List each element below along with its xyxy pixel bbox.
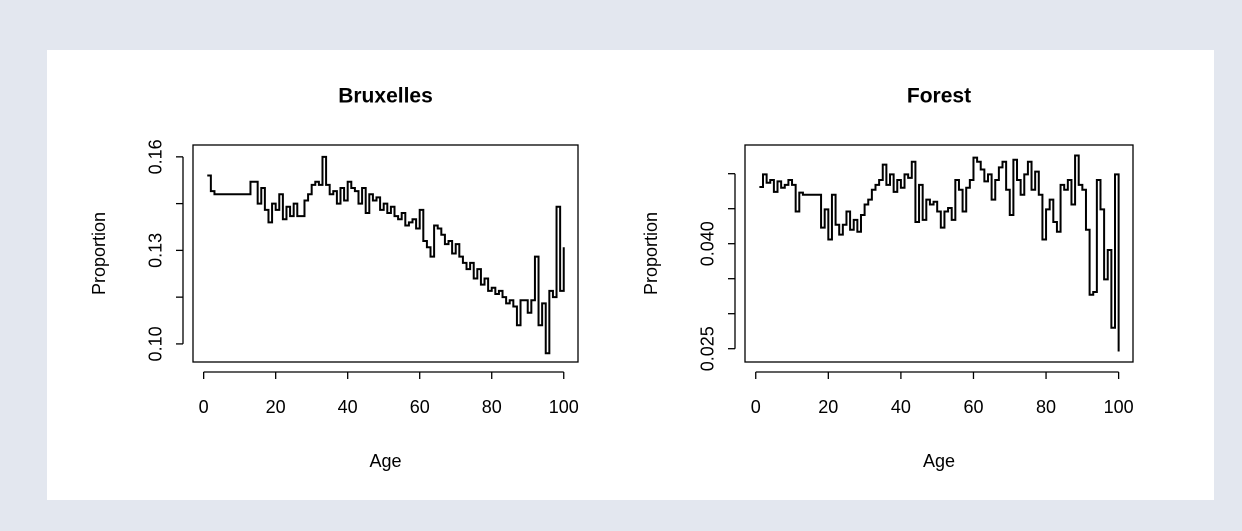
y-tick-label: 0.13 — [146, 233, 166, 268]
chart-title: Forest — [907, 85, 971, 108]
x-tick-label: 20 — [818, 397, 838, 417]
plot-box — [192, 144, 579, 363]
panel — [47, 50, 1214, 500]
y-tick-label: 0.16 — [146, 139, 166, 174]
x-axis-label: Age — [923, 451, 955, 471]
y-tick-label: 0.040 — [698, 221, 718, 266]
y-tick-label: 0.025 — [698, 326, 718, 371]
x-tick-label: 0 — [199, 397, 209, 417]
x-tick-label: 40 — [891, 397, 911, 417]
x-tick-label: 40 — [338, 397, 358, 417]
plot-box — [744, 144, 1134, 363]
x-tick-label: 80 — [1036, 397, 1056, 417]
data-line — [207, 155, 565, 355]
y-axis-label: Proportion — [641, 212, 661, 295]
y-axis-label: Proportion — [89, 212, 109, 295]
x-tick-label: 100 — [1104, 397, 1134, 417]
x-tick-label: 60 — [963, 397, 983, 417]
x-tick-label: 80 — [482, 397, 502, 417]
x-axis-label: Age — [369, 451, 401, 471]
data-line — [759, 154, 1120, 352]
x-tick-label: 0 — [751, 397, 761, 417]
x-tick-label: 20 — [266, 397, 286, 417]
chart-title: Bruxelles — [338, 85, 433, 108]
x-tick-label: 60 — [410, 397, 430, 417]
x-tick-label: 100 — [549, 397, 579, 417]
y-tick-label: 0.10 — [146, 326, 166, 361]
